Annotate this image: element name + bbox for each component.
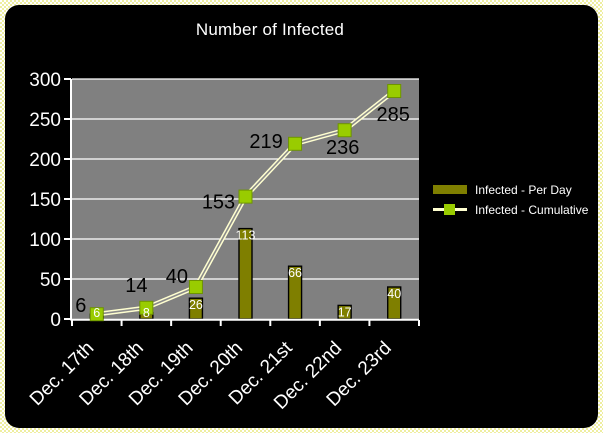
y-axis-label: 300 [29, 70, 61, 91]
cumulative-value-label: 219 [249, 131, 282, 153]
cumulative-value-label: 285 [377, 104, 410, 126]
bar-value-label: 66 [288, 266, 302, 280]
chart-title: Number of Infected [195, 20, 345, 39]
bar-value-label: 17 [338, 305, 352, 319]
cumulative-value-label: 14 [125, 275, 147, 297]
cumulative-value-label: 6 [75, 295, 86, 317]
line-marker [139, 300, 154, 315]
cumulative-value-label: 153 [202, 192, 235, 214]
y-axis-label: 100 [29, 230, 61, 251]
bar-swatch-icon [433, 185, 467, 194]
legend-item-per-day: Infected - Per Day [433, 181, 588, 198]
y-axis-label: 250 [29, 110, 61, 131]
y-axis-label: 0 [50, 310, 61, 331]
legend: Infected - Per Day Infected - Cumulative [433, 181, 588, 218]
line-marker [387, 84, 402, 98]
y-axis-label: 200 [29, 150, 61, 171]
line-swatch-icon [433, 203, 467, 216]
legend-label-per-day: Infected - Per Day [475, 182, 572, 197]
line-marker [89, 307, 104, 322]
bar-value-label: 40 [387, 287, 401, 301]
legend-label-cumulative: Infected - Cumulative [475, 202, 589, 217]
line-marker [238, 189, 253, 204]
cumulative-value-label: 40 [166, 266, 188, 288]
y-axis-label: 150 [29, 190, 61, 211]
legend-item-cumulative: Infected - Cumulative [433, 201, 588, 218]
bar-value-label: 8 [143, 306, 150, 320]
marker-swatch-icon [444, 204, 455, 215]
line-marker [188, 280, 203, 294]
line-marker [337, 123, 352, 138]
bar-value-label: 113 [236, 229, 256, 243]
bar-value-label: 6 [93, 306, 100, 320]
bar-value-label: 26 [189, 298, 203, 312]
line-marker [288, 136, 303, 151]
y-axis-label: 50 [40, 270, 61, 291]
cumulative-value-label: 236 [326, 137, 359, 159]
